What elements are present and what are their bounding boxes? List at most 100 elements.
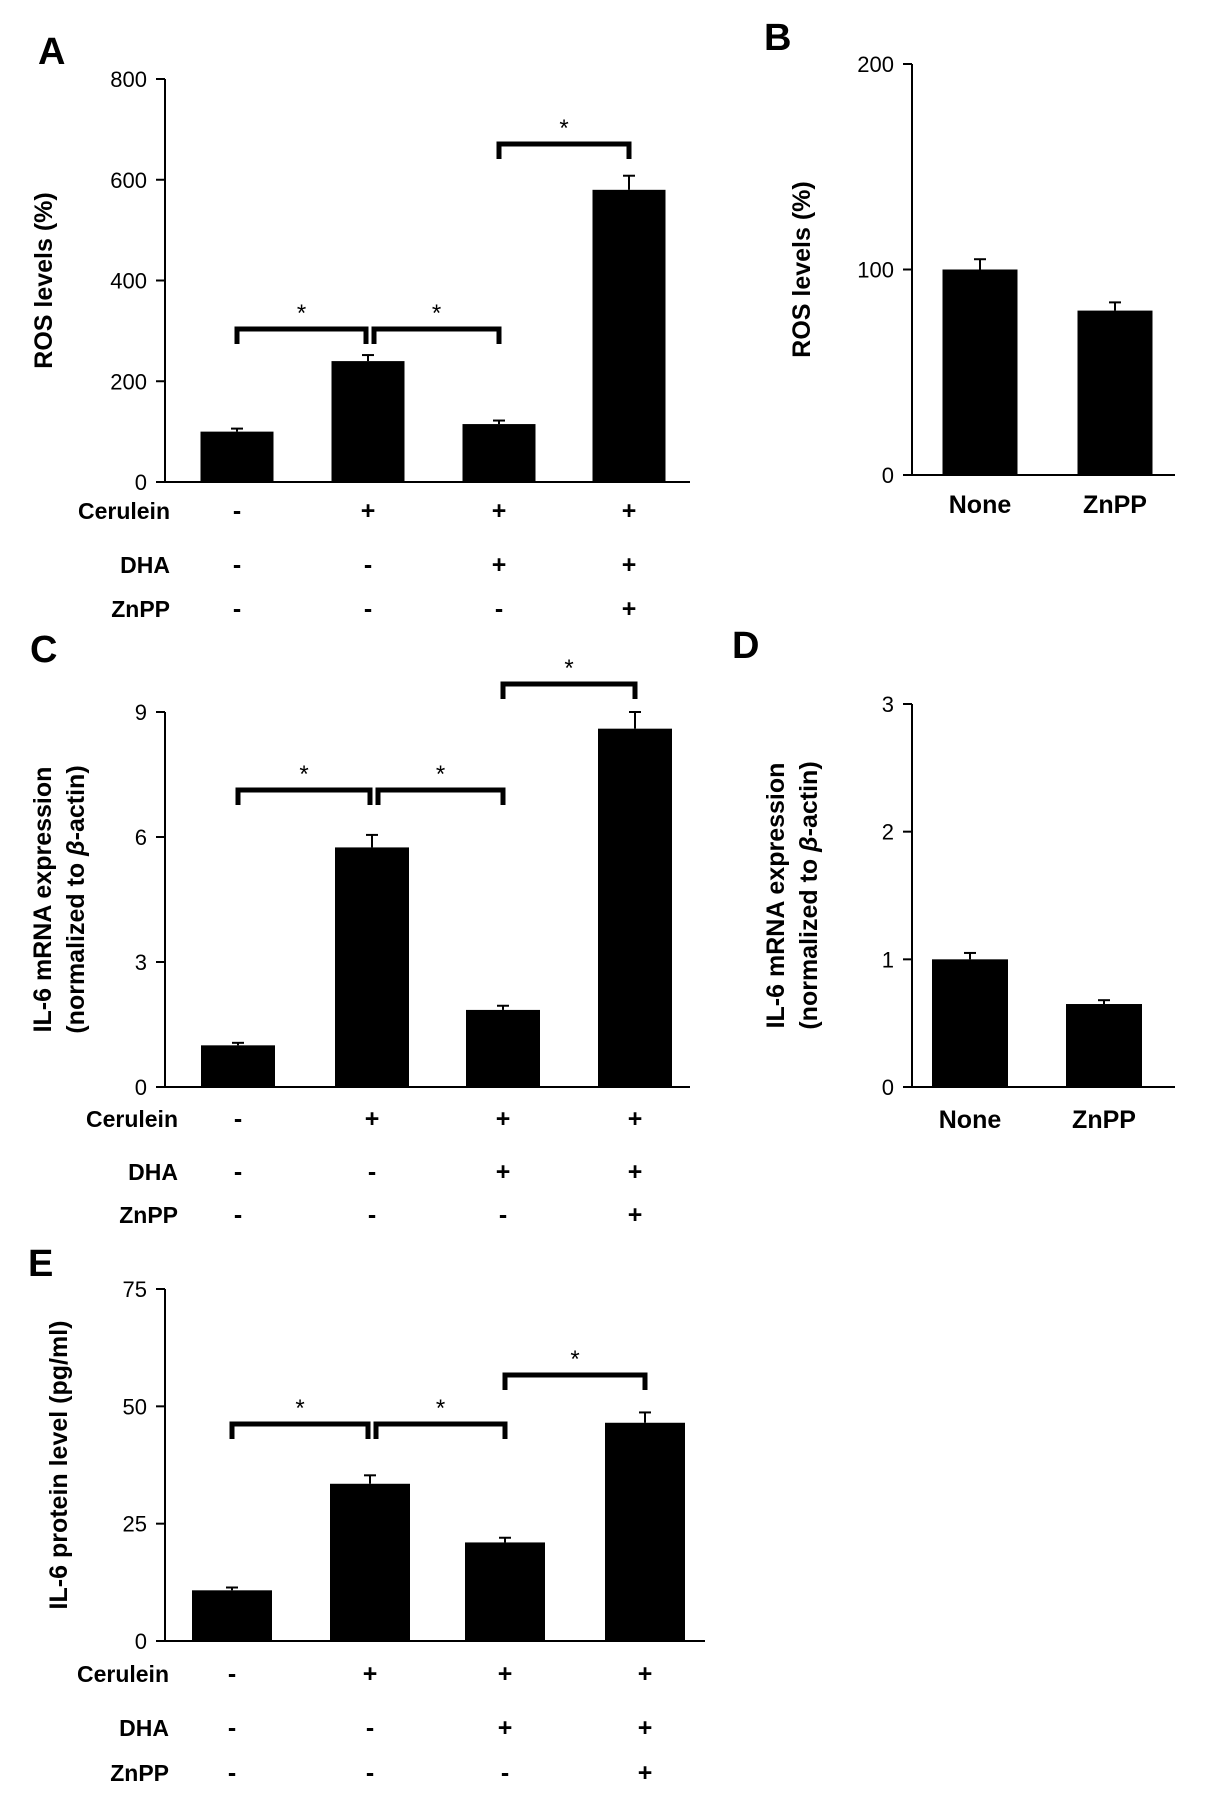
y-tick-label: 6: [135, 825, 147, 850]
treatment-sign: -: [234, 1201, 242, 1229]
treatment-sign: -: [233, 551, 241, 579]
x-category-label: None: [939, 1106, 1002, 1134]
bar: [462, 424, 536, 482]
significance-bracket: [235, 787, 373, 805]
treatment-sign: +: [628, 1201, 643, 1229]
treatment-sign: +: [622, 595, 637, 623]
significance-star: *: [570, 1346, 579, 1373]
y-tick-label: 400: [110, 269, 147, 294]
y-tick-label: 1: [882, 947, 894, 972]
significance-star: *: [299, 761, 308, 788]
y-axis-label: ROS levels (%): [788, 181, 816, 357]
y-axis-label-2: (normalized to β-actin): [62, 765, 90, 1033]
y-tick-label: 3: [135, 950, 147, 975]
treatment-sign: -: [364, 595, 372, 623]
treatment-label: ZnPP: [110, 1760, 169, 1786]
y-tick-label: 3: [882, 692, 894, 717]
panel-b: B 0 100 200 ROS levels (%) None ZnPP: [764, 17, 1175, 519]
y-tick-label: 200: [110, 369, 147, 394]
bar: [932, 959, 1008, 1087]
y-axis-label: IL-6 mRNA expression: [29, 767, 57, 1033]
panel-d: D 0 1 2 3 IL-6 mRNA expression (normalized to …: [732, 625, 1175, 1134]
treatment-sign: +: [361, 497, 376, 525]
y-axis-label: IL-6 protein level (pg/ml): [45, 1321, 73, 1610]
treatment-sign: +: [622, 551, 637, 579]
bar: [598, 728, 672, 1087]
treatment-sign: -: [495, 595, 503, 623]
bar: [1066, 1004, 1142, 1087]
y-tick-label: 0: [135, 470, 147, 495]
bar: [465, 1542, 545, 1641]
y-tick-label: 200: [857, 52, 894, 77]
treatment-sign: +: [498, 1660, 513, 1688]
treatment-sign: +: [628, 1158, 643, 1186]
panel-letter: D: [732, 625, 759, 667]
treatment-sign: -: [233, 497, 241, 525]
bar: [605, 1422, 685, 1641]
significance-bracket: [500, 681, 638, 699]
y-tick-label: 100: [857, 258, 894, 283]
significance-bracket: [375, 787, 506, 805]
y-axis-label-2-part: -actin): [795, 761, 823, 836]
significance-star: *: [295, 1395, 304, 1422]
significance-bracket: [502, 1372, 648, 1390]
bar: [335, 847, 409, 1087]
treatment-sign: -: [228, 1759, 236, 1787]
beta-symbol: β: [62, 840, 90, 857]
significance-bracket: [373, 1421, 508, 1439]
y-tick-label: 9: [135, 700, 147, 725]
treatment-label: Cerulein: [78, 498, 170, 524]
treatment-label: DHA: [119, 1715, 169, 1741]
treatment-sign: -: [366, 1759, 374, 1787]
treatment-sign: +: [638, 1714, 653, 1742]
significance-bracket: [234, 326, 369, 344]
panel-e: E 0 25 50 75 IL-6 protein level (pg/ml) Cerule…: [28, 1243, 705, 1787]
y-tick-label: 600: [110, 168, 147, 193]
treatment-sign: +: [492, 551, 507, 579]
x-category-label: ZnPP: [1083, 491, 1147, 519]
treatment-sign: -: [501, 1759, 509, 1787]
x-category-label: ZnPP: [1072, 1106, 1136, 1134]
treatment-sign: -: [234, 1105, 242, 1133]
panel-letter: A: [38, 31, 65, 73]
significance-bracket: [229, 1421, 371, 1439]
treatment-label: Cerulein: [77, 1661, 169, 1687]
significance-star: *: [559, 115, 568, 142]
bar: [201, 1045, 275, 1087]
significance-star: *: [297, 300, 306, 327]
y-tick-label: 0: [882, 1075, 894, 1100]
treatment-label: ZnPP: [111, 596, 170, 622]
treatment-label: DHA: [120, 552, 170, 578]
bar: [331, 361, 405, 482]
y-tick-label: 0: [135, 1629, 147, 1654]
bar: [1077, 310, 1153, 475]
treatment-label: ZnPP: [119, 1202, 178, 1228]
panel-letter: E: [28, 1243, 53, 1285]
x-category-label: None: [949, 491, 1012, 519]
treatment-sign: +: [492, 497, 507, 525]
bar: [592, 189, 666, 482]
y-tick-label: 0: [135, 1075, 147, 1100]
significance-star: *: [564, 655, 573, 682]
y-tick-label: 25: [123, 1512, 147, 1537]
bar: [942, 269, 1018, 475]
treatment-sign: +: [628, 1105, 643, 1133]
treatment-sign: -: [366, 1714, 374, 1742]
treatment-sign: +: [622, 497, 637, 525]
significance-star: *: [436, 1395, 445, 1422]
y-axis-label-2: (normalized to β-actin): [795, 761, 823, 1029]
treatment-sign: -: [228, 1660, 236, 1688]
panel-letter: C: [30, 629, 57, 671]
y-axis-label: ROS levels (%): [30, 192, 58, 368]
bar: [466, 1009, 540, 1087]
bar: [200, 431, 274, 482]
treatment-label: DHA: [128, 1159, 178, 1185]
treatment-sign: -: [233, 595, 241, 623]
beta-symbol: β: [795, 836, 823, 853]
treatment-sign: +: [363, 1660, 378, 1688]
treatment-sign: -: [368, 1201, 376, 1229]
y-tick-label: 2: [882, 820, 894, 845]
treatment-sign: -: [368, 1158, 376, 1186]
treatment-sign: -: [228, 1714, 236, 1742]
